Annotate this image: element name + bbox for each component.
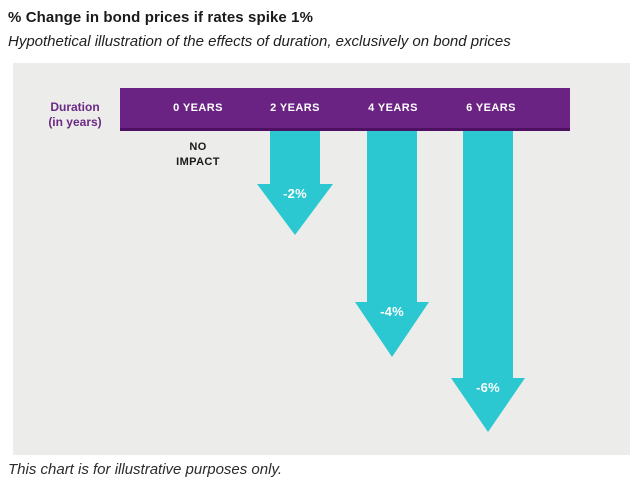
duration-axis-label-line1: Duration xyxy=(50,100,100,114)
arrow-6-years-head xyxy=(451,378,525,432)
arrow-4-years: -4% xyxy=(355,131,429,357)
year-label-6: 6 YEARS xyxy=(466,102,516,114)
arrow-4-years-shaft xyxy=(367,131,417,302)
no-impact-label-line1: NO xyxy=(189,141,207,153)
arrow-2-years-head xyxy=(257,184,333,235)
pct-label-6-years: -6% xyxy=(476,380,500,395)
duration-axis-label: Duration (in years) xyxy=(25,100,125,130)
arrow-4-years-head xyxy=(355,302,429,357)
arrow-2-years: -2% xyxy=(257,131,333,235)
chart-title: % Change in bond prices if rates spike 1… xyxy=(8,9,314,26)
no-impact-label-line2: IMPACT xyxy=(176,156,220,168)
footnote: This chart is for illustrative purposes … xyxy=(8,461,282,478)
pct-label-2-years: -2% xyxy=(283,186,307,201)
year-label-2: 2 YEARS xyxy=(270,102,320,114)
no-impact-label: NO IMPACT xyxy=(148,140,248,170)
duration-header-bar: 0 YEARS 2 YEARS 4 YEARS 6 YEARS xyxy=(120,88,570,131)
arrow-2-years-shaft xyxy=(270,131,320,184)
arrow-6-years: -6% xyxy=(451,131,525,432)
chart-subtitle: Hypothetical illustration of the effects… xyxy=(8,33,511,50)
chart-panel: Duration (in years) 0 YEARS 2 YEARS 4 YE… xyxy=(13,63,630,455)
pct-label-4-years: -4% xyxy=(380,304,404,319)
year-label-0: 0 YEARS xyxy=(173,102,223,114)
duration-axis-label-line2: (in years) xyxy=(48,115,102,129)
year-label-4: 4 YEARS xyxy=(368,102,418,114)
arrow-6-years-shaft xyxy=(463,131,513,378)
